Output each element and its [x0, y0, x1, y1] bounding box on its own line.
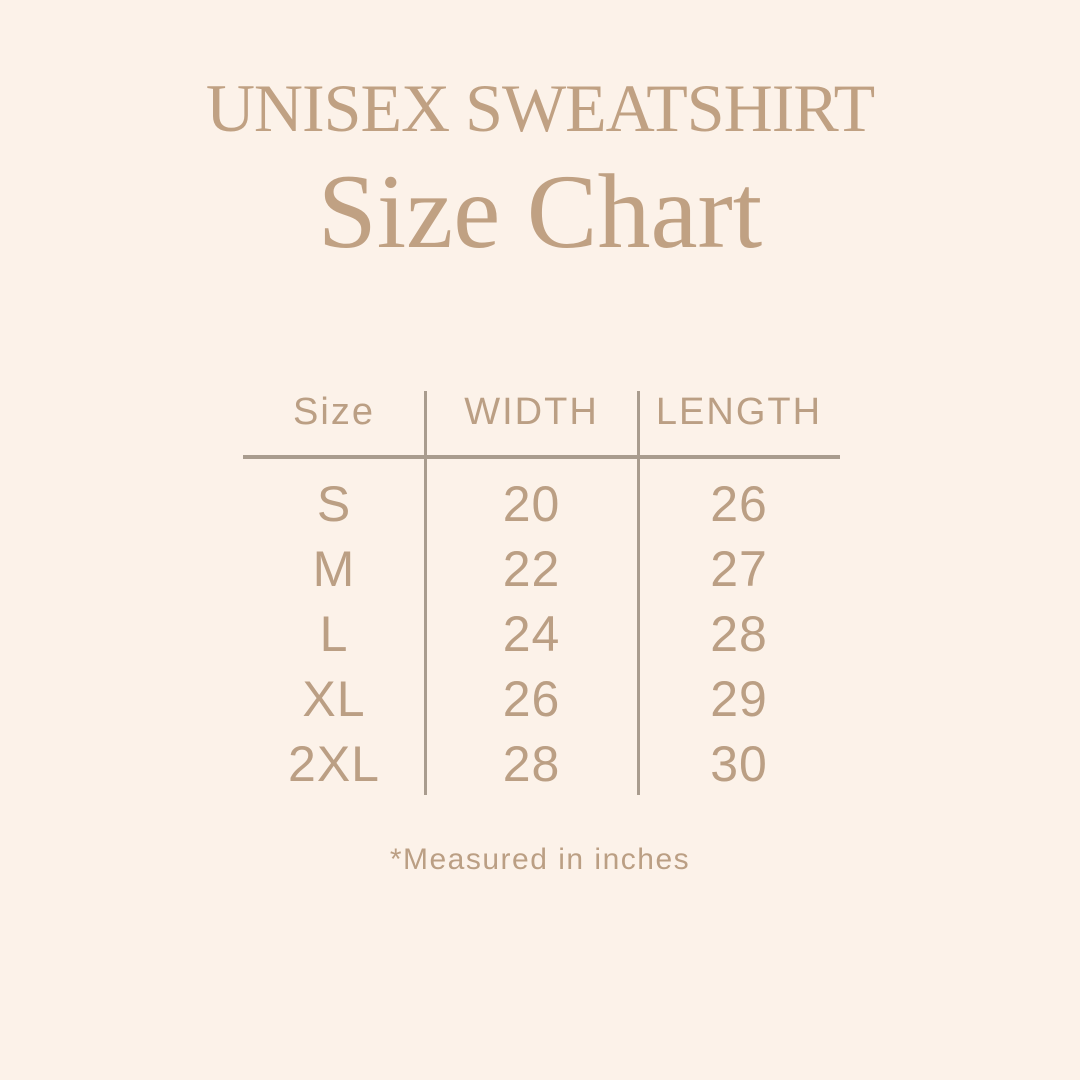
cell-size: M	[312, 540, 356, 597]
page-title: UNISEX SWEATSHIRT	[205, 70, 875, 146]
size-table: Size WIDTH LENGTH S 20 26 M 22 27 L 24 2…	[243, 382, 840, 796]
column-header-size: Size	[293, 391, 375, 433]
cell-length: 28	[710, 605, 768, 662]
table-row-xl: XL 26 29	[243, 666, 840, 731]
cell-width: 28	[502, 735, 561, 792]
cell-width: 24	[502, 605, 561, 662]
page-subtitle: Size Chart	[317, 153, 763, 270]
table-header-row: Size WIDTH LENGTH	[243, 382, 840, 442]
table-row-m: M 22 27	[243, 536, 840, 601]
cell-width: 20	[502, 475, 561, 532]
table-row-l: L 24 28	[243, 601, 840, 666]
cell-size: 2XL	[288, 735, 380, 792]
table-row-2xl: 2XL 28 30	[243, 731, 840, 796]
cell-size: L	[319, 605, 349, 662]
measurement-note: *Measured in inches	[389, 843, 691, 876]
column-header-width: WIDTH	[464, 391, 599, 433]
column-divider-line-2	[637, 391, 640, 795]
cell-length: 29	[710, 670, 768, 727]
column-divider-line-1	[424, 391, 427, 795]
cell-length: 27	[710, 540, 768, 597]
cell-size: XL	[302, 670, 366, 727]
cell-size: S	[316, 475, 352, 532]
column-header-length: LENGTH	[655, 391, 823, 433]
table-body: S 20 26 M 22 27 L 24 28 XL 26 29 2XL 28	[243, 459, 840, 796]
table-row-s: S 20 26	[243, 471, 840, 536]
header-divider-line	[243, 455, 840, 459]
cell-width: 26	[502, 670, 561, 727]
cell-length: 26	[710, 475, 768, 532]
cell-width: 22	[502, 540, 561, 597]
cell-length: 30	[710, 735, 768, 792]
